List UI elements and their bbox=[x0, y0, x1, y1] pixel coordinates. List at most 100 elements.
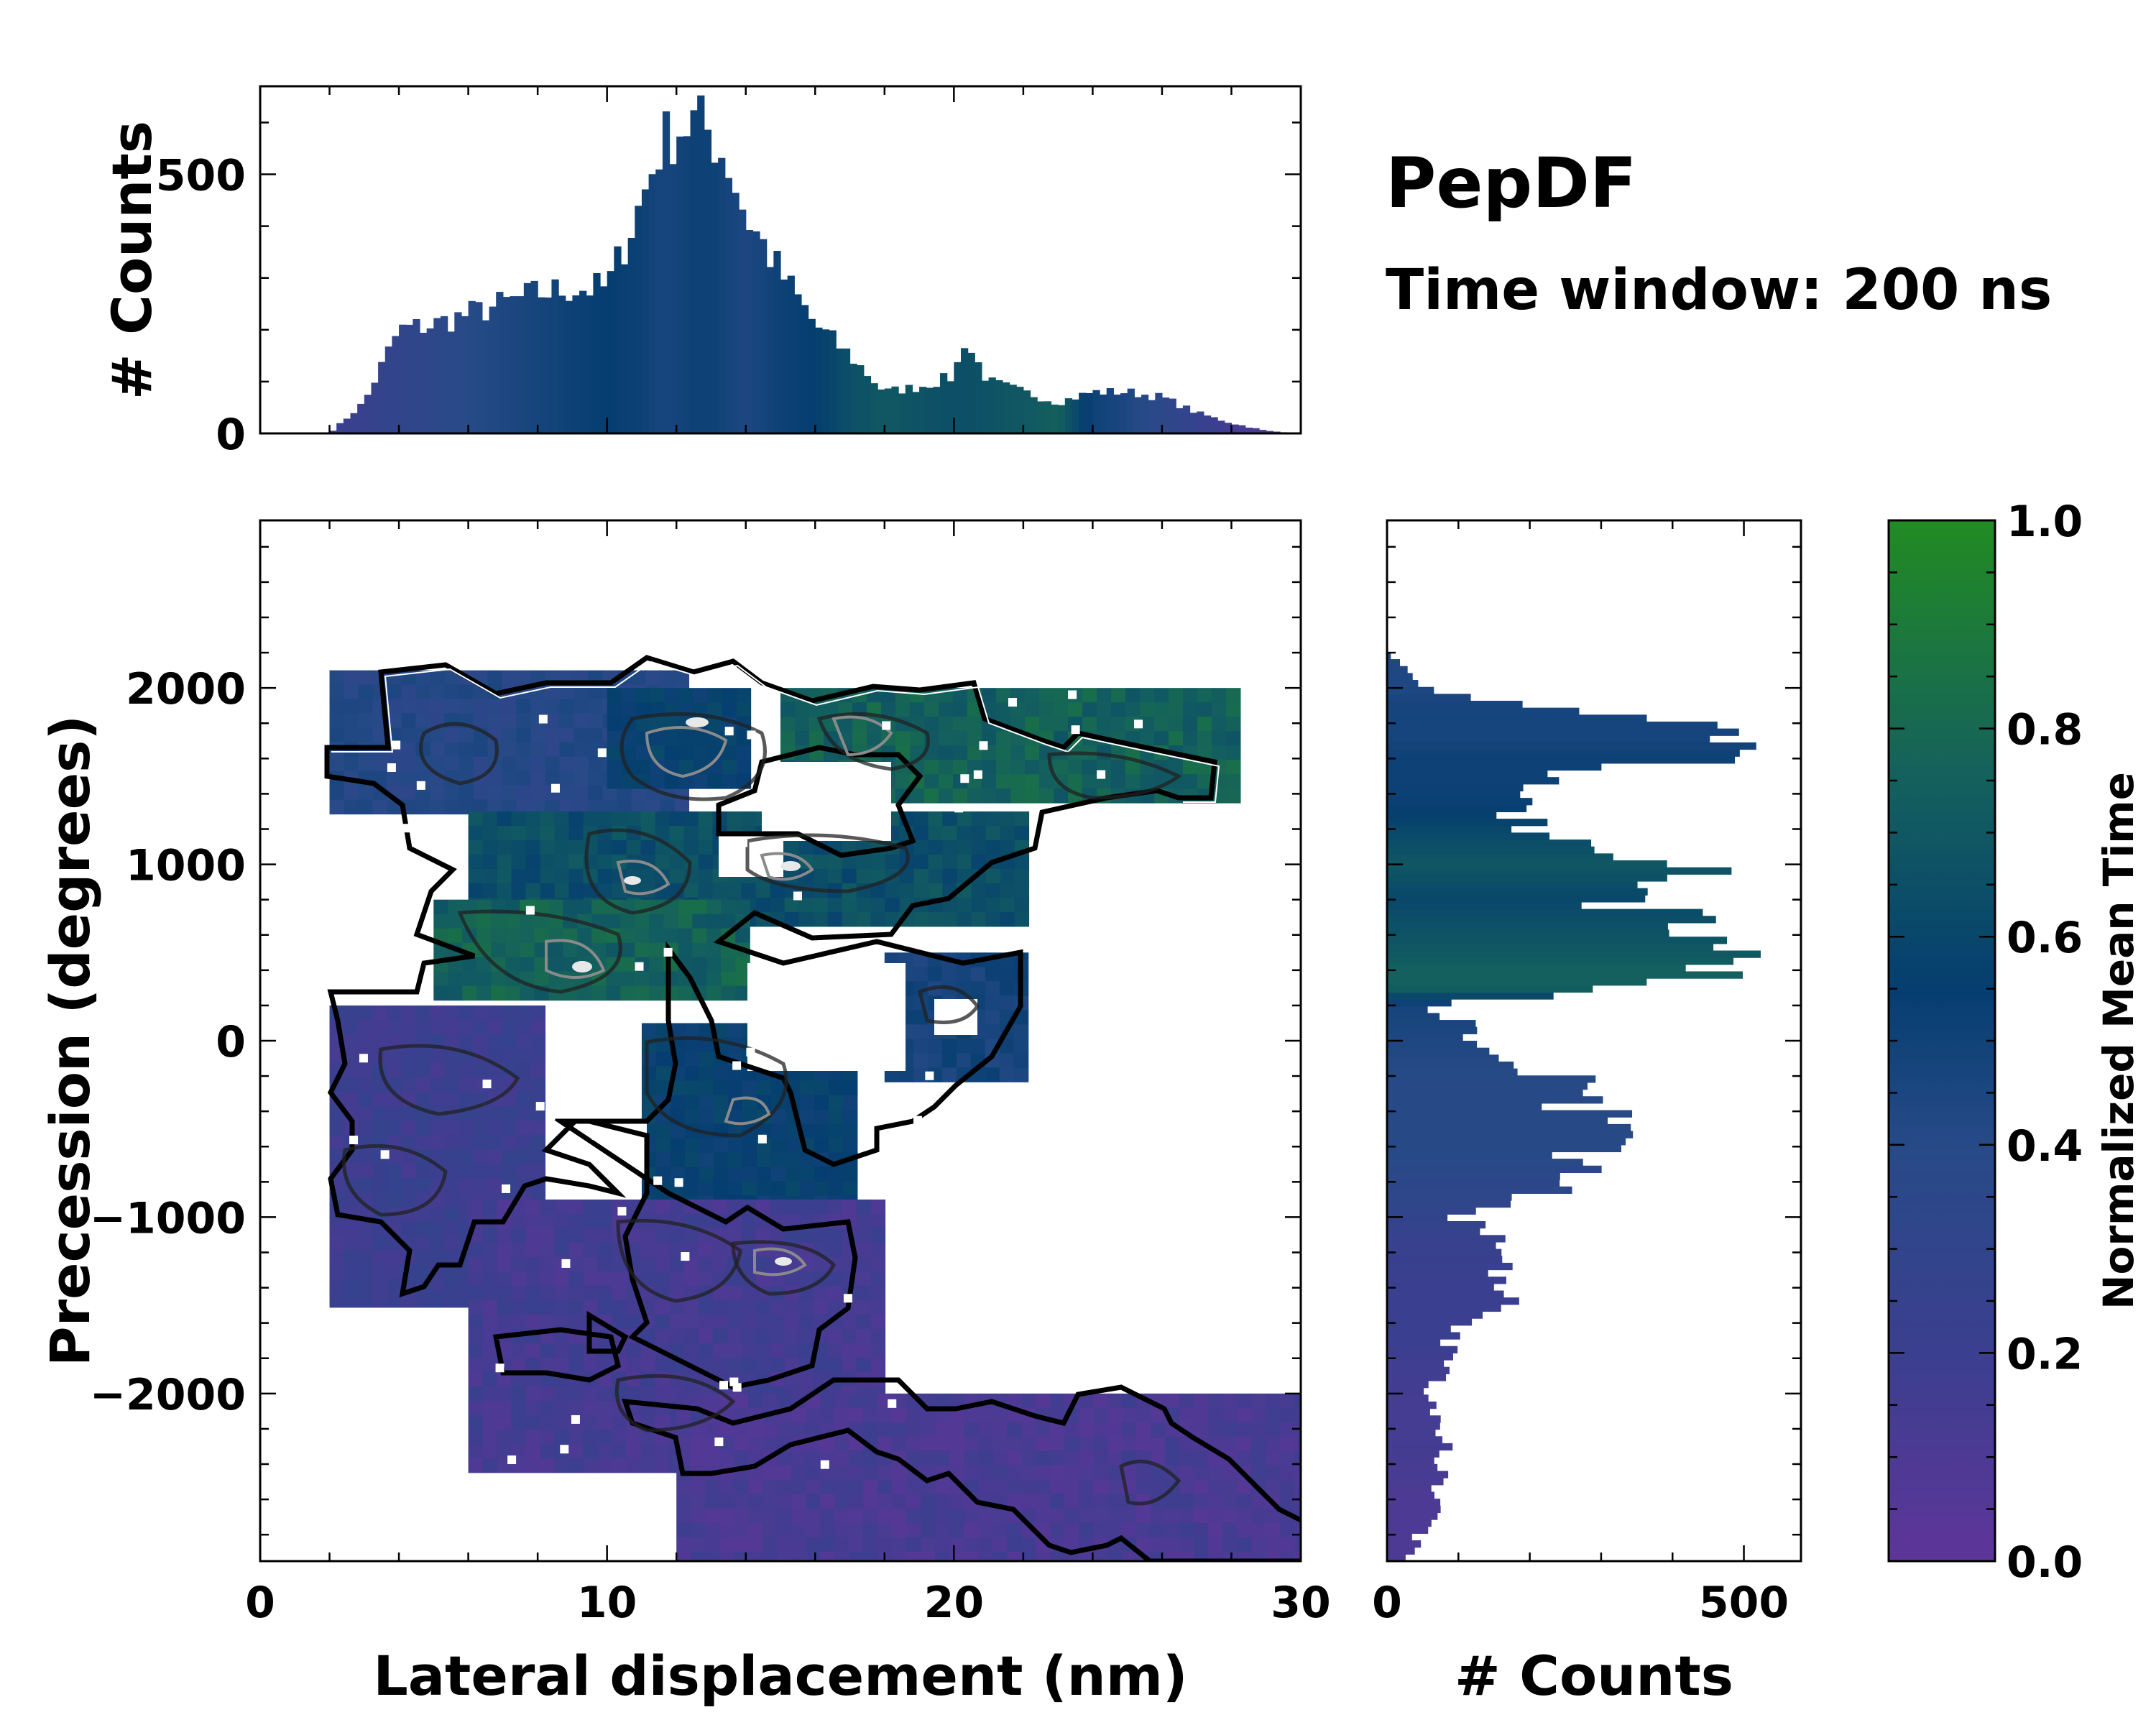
right-histogram-bar bbox=[1387, 1387, 1424, 1395]
heatmap-cell bbox=[1140, 731, 1155, 746]
heatmap-cell bbox=[607, 774, 622, 789]
heatmap-cell bbox=[497, 1256, 512, 1272]
heatmap-cell bbox=[372, 1235, 388, 1251]
heatmap-cell bbox=[401, 1105, 417, 1121]
heatmap-cell bbox=[834, 1436, 849, 1452]
heatmap-cell bbox=[497, 1271, 512, 1287]
heatmap-cell bbox=[583, 1285, 599, 1301]
heatmap-cell bbox=[827, 1300, 843, 1315]
heatmap-cell bbox=[683, 840, 699, 855]
heatmap-cell bbox=[655, 811, 671, 827]
empty-bin bbox=[591, 1131, 601, 1140]
heatmap-cell bbox=[525, 1228, 541, 1243]
heatmap-cell bbox=[344, 727, 359, 743]
heatmap-cell bbox=[770, 1167, 786, 1182]
top-histogram-bar bbox=[808, 318, 816, 433]
right-histogram-bar bbox=[1387, 1089, 1583, 1097]
heatmap-cell bbox=[358, 1163, 374, 1179]
heatmap-cell bbox=[678, 731, 694, 746]
top-histogram-bar bbox=[1120, 393, 1128, 433]
heatmap-cell bbox=[548, 957, 563, 972]
top-histogram-bar bbox=[336, 423, 344, 433]
right-histogram-bar bbox=[1387, 832, 1550, 840]
heatmap-cell bbox=[415, 1177, 431, 1193]
heatmap-cell bbox=[1183, 774, 1198, 789]
heatmap-cell bbox=[928, 883, 944, 898]
heatmap-cell bbox=[487, 1177, 503, 1193]
heatmap-cell bbox=[344, 1163, 359, 1179]
heatmap-cell bbox=[756, 1095, 772, 1110]
heatmap-cell bbox=[482, 1242, 498, 1258]
chart-title: PepDF bbox=[1386, 143, 1636, 224]
top-histogram-bar bbox=[364, 395, 372, 433]
heatmap-cell bbox=[949, 1436, 964, 1452]
heatmap-cell bbox=[640, 1271, 656, 1287]
heatmap-cell bbox=[906, 1479, 921, 1495]
right-histogram-bar bbox=[1387, 1554, 1406, 1562]
top-histogram-bar bbox=[967, 352, 975, 433]
heatmap-cell bbox=[487, 742, 503, 758]
empty-bin bbox=[888, 1399, 897, 1408]
heatmap-cell bbox=[748, 1537, 763, 1552]
empty-region bbox=[934, 999, 977, 1035]
heatmap-cell bbox=[655, 1414, 671, 1430]
heatmap-cell bbox=[540, 1256, 556, 1272]
x-tick-label: 10 bbox=[577, 1578, 637, 1628]
heatmap-cell bbox=[691, 1450, 706, 1466]
heatmap-cell bbox=[650, 760, 665, 775]
heatmap-cell bbox=[1222, 1436, 1238, 1452]
heatmap-cell bbox=[921, 1436, 936, 1452]
heatmap-cell bbox=[444, 1177, 460, 1193]
heatmap-cell bbox=[468, 1300, 484, 1315]
heatmap-cell bbox=[985, 1024, 1000, 1039]
heatmap-cell bbox=[777, 1450, 792, 1466]
heatmap-cell bbox=[663, 914, 678, 929]
heatmap-cell bbox=[1013, 1067, 1029, 1082]
heatmap-cell bbox=[1179, 1436, 1194, 1452]
heatmap-cell bbox=[1280, 1450, 1295, 1466]
heatmap-cell bbox=[597, 868, 613, 884]
heatmap-cell bbox=[473, 1005, 489, 1021]
heatmap-cell bbox=[827, 1199, 843, 1215]
heatmap-cell bbox=[1007, 1393, 1022, 1409]
heatmap-cell bbox=[459, 684, 474, 700]
heatmap-cell bbox=[727, 1167, 743, 1182]
heatmap-cell bbox=[1093, 1407, 1108, 1423]
heatmap-cell bbox=[1226, 745, 1241, 760]
heatmap-cell bbox=[482, 868, 498, 884]
heatmap-cell bbox=[588, 713, 604, 729]
heatmap-cell bbox=[1266, 1436, 1281, 1452]
heatmap-cell bbox=[727, 1328, 742, 1344]
heatmap-cell bbox=[906, 1450, 921, 1466]
heatmap-cell bbox=[649, 971, 664, 987]
heatmap-cell bbox=[1036, 1436, 1051, 1452]
heatmap-cell bbox=[770, 1300, 786, 1315]
heatmap-cell bbox=[554, 883, 570, 898]
high-density-contours bbox=[545, 715, 893, 1276]
heatmap-cell bbox=[502, 1091, 517, 1107]
heatmap-cell bbox=[329, 1264, 345, 1279]
heatmap-cell bbox=[1237, 1436, 1252, 1452]
top-histogram-bar bbox=[975, 362, 982, 433]
top-histogram-bar bbox=[1203, 415, 1212, 433]
heatmap-cell bbox=[734, 1479, 749, 1495]
right-histogram-bar bbox=[1387, 1020, 1476, 1028]
right-histogram-bar bbox=[1387, 1519, 1432, 1527]
y-tick-label: 0 bbox=[216, 1017, 246, 1067]
heatmap-cell bbox=[568, 1314, 584, 1330]
heatmap-cell bbox=[597, 840, 613, 855]
heatmap-cell bbox=[1014, 854, 1030, 870]
heatmap-cell bbox=[635, 702, 651, 717]
right-histogram-bar bbox=[1387, 853, 1613, 861]
right-histogram-bar bbox=[1387, 1006, 1428, 1013]
heatmap-cell bbox=[806, 1494, 821, 1509]
heatmap-cell bbox=[430, 1091, 446, 1107]
empty-bin bbox=[1134, 719, 1143, 729]
heatmap-cell bbox=[525, 1414, 541, 1430]
heatmap-cell bbox=[1064, 1537, 1079, 1552]
heatmap-cell bbox=[554, 1414, 570, 1430]
heatmap-cell bbox=[707, 688, 723, 703]
heatmap-cell bbox=[540, 1458, 556, 1473]
heatmap-cell bbox=[554, 1285, 570, 1301]
heatmap-cell bbox=[707, 731, 723, 746]
